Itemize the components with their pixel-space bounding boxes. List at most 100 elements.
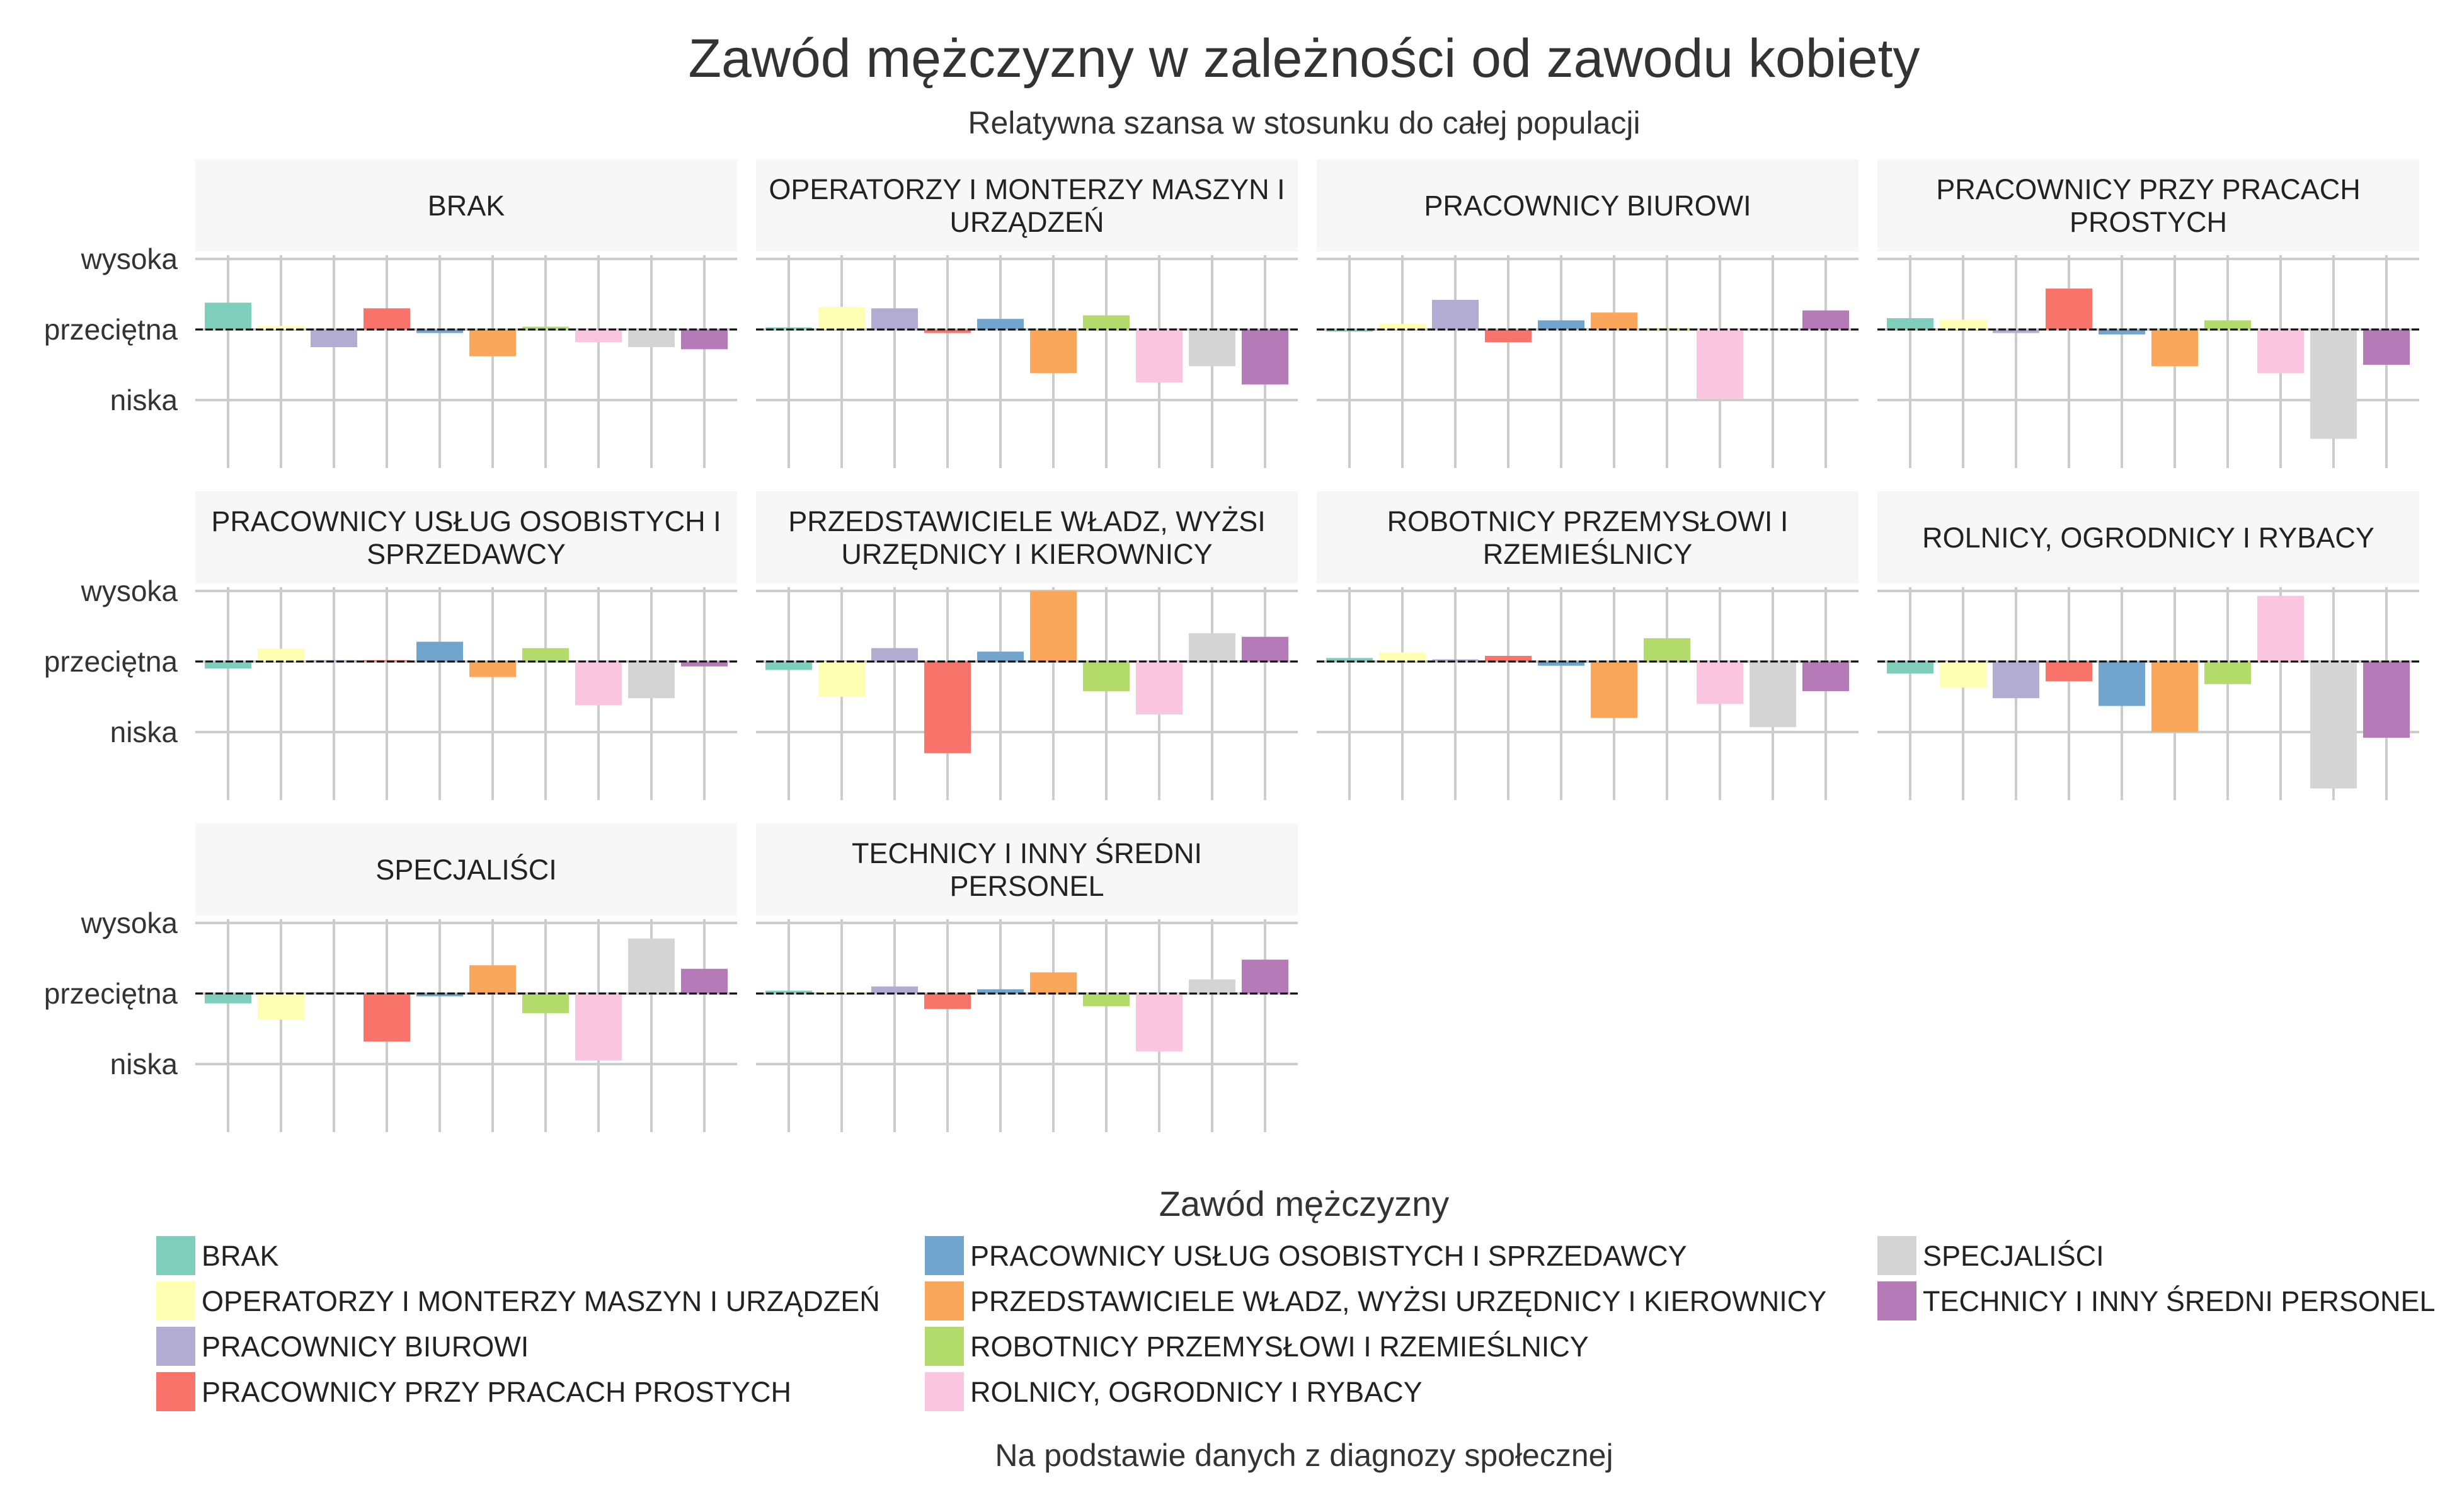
bar — [1802, 310, 1849, 329]
y-tick-label: niska — [110, 716, 178, 748]
facet-strip — [756, 823, 1298, 915]
y-tick-label: wysoka — [81, 575, 178, 607]
bar — [628, 938, 675, 994]
bar — [1136, 994, 1183, 1051]
bar — [2204, 320, 2251, 329]
bar — [1993, 329, 2039, 333]
bar — [205, 662, 251, 669]
bar — [2046, 289, 2092, 329]
bar — [1326, 658, 1373, 662]
legend-label: PRACOWNICY PRZY PRACACH PROSTYCH — [202, 1376, 791, 1408]
facet-panel: BRAK wysoka przeciętna niska — [44, 159, 737, 468]
legend-swatch — [1877, 1281, 1916, 1320]
facet-strip-label: SPECJALIŚCI — [375, 854, 557, 886]
y-tick-label: niska — [110, 384, 178, 416]
legend-swatch — [1877, 1236, 1916, 1275]
facet-panel: PRACOWNICY BIUROWI — [1317, 159, 1858, 468]
bar — [1030, 329, 1077, 374]
facet-strip — [195, 159, 737, 251]
facet-strip-label: URZĄDZEŃ — [950, 206, 1104, 238]
bar — [1591, 312, 1637, 329]
bar — [1993, 662, 2039, 699]
legend-label: BRAK — [202, 1240, 279, 1272]
bar — [765, 662, 812, 670]
bar — [1697, 329, 1743, 399]
bar — [1887, 662, 1933, 674]
bar — [1030, 591, 1077, 662]
bar — [258, 994, 304, 1020]
legend-label: PRACOWNICY BIUROWI — [202, 1331, 529, 1363]
facet-strip-label: TECHNICY I INNY ŚREDNI — [852, 837, 1202, 869]
legend-label: TECHNICY I INNY ŚREDNI PERSONEL — [1923, 1285, 2436, 1317]
legend-item: ROBOTNICY PRZEMYSŁOWI I RZEMIEŚLNICY — [925, 1327, 1589, 1366]
bar — [469, 662, 516, 677]
bar — [522, 994, 569, 1014]
bar — [2099, 329, 2145, 335]
bar — [311, 329, 357, 347]
legend-label: PRACOWNICY USŁUG OSOBISTYCH I SPRZEDAWCY — [970, 1240, 1687, 1272]
bar — [2099, 662, 2145, 706]
bar — [1083, 994, 1130, 1007]
y-tick-label: wysoka — [81, 907, 178, 939]
bar — [1242, 329, 1288, 385]
facet-strip — [1877, 491, 2419, 583]
bar — [2151, 662, 2198, 732]
bar — [1485, 656, 1532, 662]
legend-item: TECHNICY I INNY ŚREDNI PERSONEL — [1877, 1281, 2436, 1320]
legend-label: SPECJALIŚCI — [1923, 1240, 2104, 1272]
facet-strip — [195, 823, 737, 915]
facet-strip-label: URZĘDNICY I KIEROWNICY — [841, 538, 1212, 570]
bar — [522, 326, 569, 329]
legend-swatch — [925, 1281, 964, 1320]
bar — [575, 994, 622, 1061]
bar — [1591, 662, 1637, 718]
legend-item: ROLNICY, OGRODNICY I RYBACY — [925, 1372, 1423, 1411]
bar — [1242, 636, 1288, 662]
bar — [1189, 329, 1235, 367]
bar — [1940, 319, 1986, 329]
facet-strip — [1317, 491, 1858, 583]
facet-strip-label: ROBOTNICY PRZEMYSŁOWI I — [1387, 505, 1789, 537]
bar — [871, 986, 918, 994]
bar — [2151, 329, 2198, 367]
bar — [681, 968, 728, 994]
legend-label: PRZEDSTAWICIELE WŁADZ, WYŻSI URZĘDNICY I… — [970, 1285, 1826, 1317]
bar — [1697, 662, 1743, 704]
bar — [977, 319, 1024, 329]
bar — [364, 994, 410, 1042]
legend-label: ROBOTNICY PRZEMYSŁOWI I RZEMIEŚLNICY — [970, 1331, 1589, 1363]
bar — [1189, 633, 1235, 662]
facet-strip — [1877, 159, 2419, 251]
bar — [1750, 662, 1796, 728]
bar — [469, 329, 516, 357]
bar — [924, 329, 971, 333]
y-tick-label: niska — [110, 1048, 178, 1080]
bar — [924, 662, 971, 753]
bar — [522, 648, 569, 662]
facet-strip — [756, 491, 1298, 583]
facet-strip-label: PERSONEL — [949, 870, 1104, 902]
facet-strip-label: RZEMIEŚLNICY — [1483, 538, 1693, 570]
bar — [1887, 318, 1933, 329]
legend-item: BRAK — [156, 1236, 279, 1275]
bar — [2204, 662, 2251, 684]
legend-swatch — [925, 1372, 964, 1411]
bar — [765, 327, 812, 329]
legend: BRAK OPERATORZY I MONTERZY MASZYN I URZĄD… — [156, 1236, 2436, 1411]
bar — [818, 662, 865, 697]
bar — [2257, 329, 2304, 374]
bar — [1136, 662, 1183, 714]
bar — [469, 965, 516, 994]
bar — [258, 326, 304, 329]
legend-swatch — [156, 1236, 195, 1275]
facet-strip — [1317, 159, 1858, 251]
bar — [416, 329, 463, 333]
legend-swatch — [156, 1327, 195, 1366]
legend-label: ROLNICY, OGRODNICY I RYBACY — [970, 1376, 1423, 1408]
bar — [1485, 329, 1532, 343]
